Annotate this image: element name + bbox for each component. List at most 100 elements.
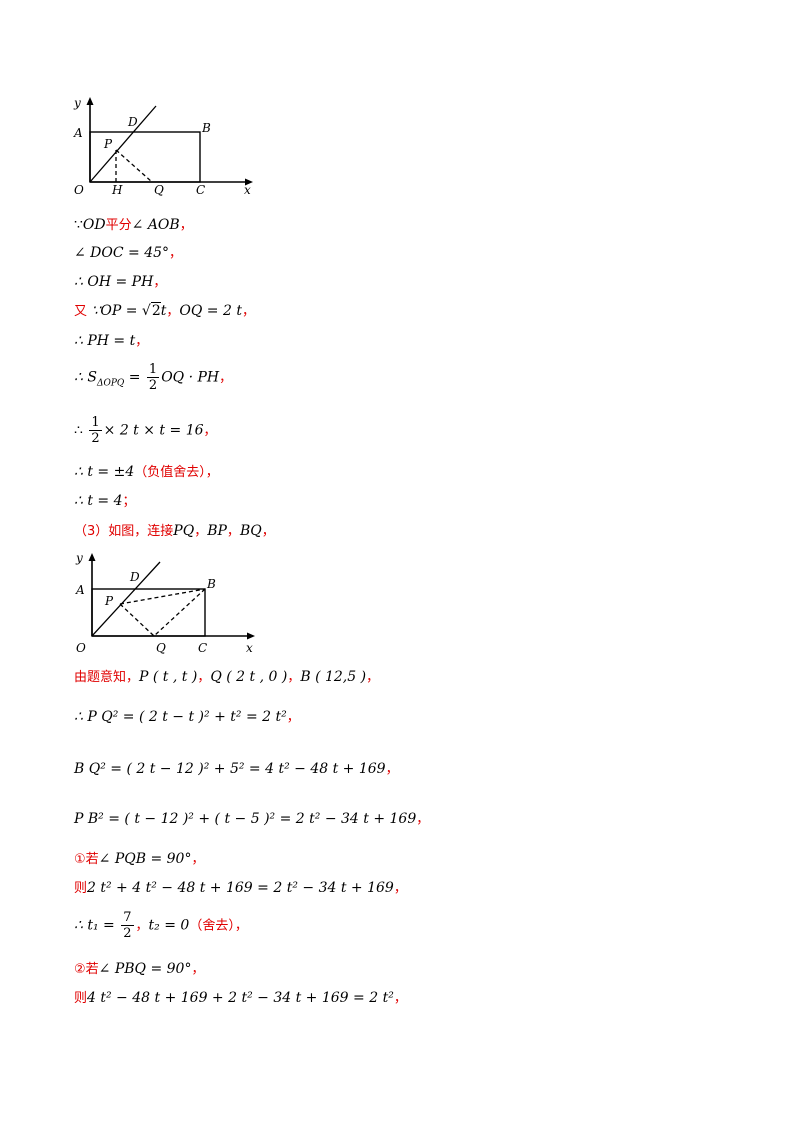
line-18: ②若∠ PBQ = 90°， (74, 960, 204, 979)
math-text: ， (203, 423, 217, 439)
label-a: A (75, 583, 85, 597)
math-text: 则 (74, 991, 88, 1006)
label-d: D (127, 115, 138, 129)
math-text: 2 (123, 926, 132, 941)
line-10: （3）如图，连接PQ，BP，BQ， (74, 522, 275, 541)
line-2: ∠ DOC = 45°， (74, 244, 182, 263)
math-text: ， (205, 465, 219, 480)
math-text: P B² = ( t − 12 )² + ( t − 5 )² = 2 t² −… (74, 811, 417, 827)
segment-pq (119, 603, 155, 637)
math-text: PQ (173, 523, 195, 539)
math-text: 2 (148, 378, 158, 393)
math-text: ∴ PH = t (74, 333, 136, 349)
math-text: ①若 (74, 852, 99, 867)
label-b: B (201, 121, 211, 135)
math-text: ， (287, 670, 301, 685)
label-x: x (246, 641, 253, 655)
math-text: 2 (150, 302, 161, 319)
math-text: ∵OP = (91, 303, 142, 319)
line-1: ∵OD平分∠ AOB， (74, 216, 193, 235)
math-text: 4 t² − 48 t + 169 + 2 t² − 34 t + 169 = … (87, 990, 394, 1006)
label-o: O (74, 183, 84, 197)
x-axis-arrow (247, 632, 255, 640)
math-text: Q ( 2 t , 0 ) (210, 669, 288, 685)
math-text: ΔOPQ (96, 378, 125, 389)
math-text: （负值舍去） (134, 465, 206, 480)
label-q: Q (156, 641, 166, 655)
math-text: ， (226, 524, 240, 539)
math-text: ， (393, 991, 407, 1006)
label-a: A (73, 126, 83, 140)
math-text: ， (194, 524, 208, 539)
math-text: ， (197, 670, 211, 685)
segment-pb (119, 588, 206, 605)
label-h: H (111, 183, 123, 197)
label-y: y (73, 96, 81, 110)
label-p: P (104, 594, 114, 608)
line-4: 又 ∵OP = √2t，OQ = 2 t， (74, 302, 255, 319)
y-axis-arrow (88, 553, 96, 561)
label-d: D (129, 570, 140, 584)
math-text: 2 t² + 4 t² − 48 t + 169 = 2 t² − 34 t +… (87, 880, 394, 896)
math-text: ∠ PBQ = 90° (98, 961, 192, 977)
rectangle-oabc (89, 131, 201, 183)
math-text: ， (179, 218, 193, 233)
label-b: B (206, 577, 216, 591)
math-text: ∠ PQB = 90° (98, 851, 192, 867)
line-7: ∴ 1 2 × 2 t × t = 16， (74, 415, 217, 446)
math-text: ， (166, 304, 180, 319)
line-od (89, 105, 157, 183)
math-text: 平分 (105, 218, 132, 233)
math-text: OQ · PH (161, 369, 220, 386)
line-13: B Q² = ( 2 t − 12 )² + 5² = 4 t² − 48 t … (74, 760, 399, 779)
line-11: 由题意知，P ( t , t )，Q ( 2 t , 0 )，B ( 12,5 … (74, 668, 379, 687)
math-text: t₂ = 0 (148, 917, 190, 934)
segment-pq (115, 149, 153, 183)
math-text: ， (219, 370, 233, 386)
math-text: 又 (74, 304, 88, 319)
rectangle-oabc (91, 588, 206, 637)
math-text: B Q² = ( 2 t − 12 )² + 5² = 4 t² − 48 t … (74, 761, 386, 777)
line-8: ∴ t = ±4（负值舍去）， (74, 463, 219, 482)
math-text: ， (135, 918, 149, 934)
math-text: ∴ t₁ = (74, 917, 120, 934)
label-y: y (75, 551, 83, 565)
math-text: 由题意知， (74, 670, 140, 685)
label-x: x (244, 183, 251, 197)
line-5: ∴ PH = t， (74, 332, 148, 351)
figure-2: y x A B D P O Q C (68, 548, 258, 656)
math-text: ， (169, 246, 183, 261)
math-text: （3）如图，连接 (74, 524, 174, 539)
math-text: ∴ OH = PH (74, 274, 154, 290)
math-text: ∠ AOB (131, 217, 180, 233)
math-text: ， (191, 962, 205, 977)
math-text: 1 (89, 415, 102, 431)
math-text: ， (191, 852, 205, 867)
line-od (91, 561, 161, 637)
math-text: t (160, 303, 167, 319)
math-text: OQ = 2 t (179, 303, 242, 319)
line-3: ∴ OH = PH， (74, 273, 166, 292)
math-text: ∴ (74, 422, 88, 439)
line-15: ①若∠ PQB = 90°， (74, 850, 204, 869)
math-text: OD (82, 217, 106, 233)
math-text: ， (234, 918, 248, 934)
math-text: BQ (239, 523, 262, 539)
segment-bq (153, 588, 206, 637)
math-text: （舍去） (189, 918, 235, 934)
x-axis-arrow (245, 178, 253, 186)
line-14: P B² = ( t − 12 )² + ( t − 5 )² = 2 t² −… (74, 810, 429, 829)
math-text: ， (366, 670, 380, 685)
line-19: 则4 t² − 48 t + 169 + 2 t² − 34 t + 169 =… (74, 989, 407, 1008)
label-c: C (198, 641, 207, 655)
line-16: 则2 t² + 4 t² − 48 t + 169 = 2 t² − 34 t … (74, 879, 407, 898)
math-text: ， (393, 881, 407, 896)
label-c: C (196, 183, 205, 197)
math-text: ； (122, 494, 136, 509)
line-6: ∴ SΔOPQ = 1 2 OQ · PH， (74, 362, 232, 393)
math-text: 则 (74, 881, 88, 896)
math-text: ， (153, 275, 167, 290)
